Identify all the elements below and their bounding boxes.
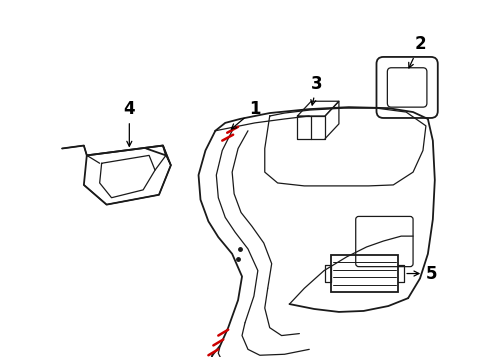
Text: 3: 3 <box>310 75 322 105</box>
Text: 1: 1 <box>231 100 260 129</box>
Bar <box>330 255 397 292</box>
Text: 5: 5 <box>406 265 437 283</box>
Text: 2: 2 <box>408 35 425 68</box>
Text: 4: 4 <box>123 100 135 146</box>
